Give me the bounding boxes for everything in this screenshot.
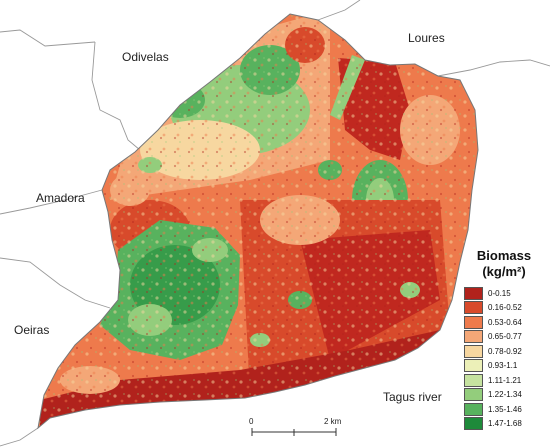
- legend-class-label: 0-0.15: [488, 288, 511, 298]
- legend-class-row: 0.93-1.1: [464, 359, 544, 374]
- legend-class-label: 0.16-0.52: [488, 303, 522, 313]
- legend-class-label: 0.65-0.77: [488, 332, 522, 342]
- legend-class-label: 0.53-0.64: [488, 317, 522, 327]
- label-amadora: Amadora: [36, 191, 85, 205]
- legend-class-row: 0-0.15: [464, 286, 544, 301]
- legend-class-label: 1.11-1.21: [488, 375, 522, 385]
- scale-label-end: 2 km: [324, 417, 342, 426]
- legend-class-label: 0.93-1.1: [488, 361, 518, 371]
- legend-class-label: 0.78-0.92: [488, 346, 522, 356]
- legend-class-row: 0.16-0.52: [464, 301, 544, 316]
- scale-label-start: 0: [249, 417, 254, 426]
- label-tagus-river: Tagus river: [383, 390, 442, 404]
- biomass-legend: Biomass (kg/m²) 0-0.15 0.16-0.52 0.53-0.64…: [464, 248, 544, 431]
- legend-color-swatch: [464, 344, 483, 358]
- label-oeiras: Oeiras: [14, 323, 50, 337]
- legend-color-swatch: [464, 359, 483, 373]
- scale-bar: 0 2 km: [246, 417, 346, 442]
- scale-bar-graphic: [251, 428, 337, 436]
- legend-class-row: 1.22-1.34: [464, 388, 544, 403]
- legend-class-row: 1.47-1.68: [464, 417, 544, 432]
- legend-color-swatch: [464, 388, 483, 402]
- legend-class-row: 1.35-1.46: [464, 402, 544, 417]
- legend-color-swatch: [464, 315, 483, 329]
- legend-class-label: 1.35-1.46: [488, 404, 522, 414]
- legend-unit: (kg/m²): [482, 264, 526, 279]
- legend-color-swatch: [464, 402, 483, 416]
- legend-color-swatch: [464, 417, 483, 431]
- legend-color-swatch: [464, 373, 483, 387]
- legend-class-row: 0.78-0.92: [464, 344, 544, 359]
- legend-color-swatch: [464, 330, 483, 344]
- legend-class-list: 0-0.15 0.16-0.52 0.53-0.64 0.65-0.77 0.78-0.…: [464, 286, 544, 431]
- legend-class-row: 0.65-0.77: [464, 330, 544, 345]
- label-loures: Loures: [408, 31, 445, 45]
- legend-class-row: 0.53-0.64: [464, 315, 544, 330]
- label-odivelas: Odivelas: [122, 50, 169, 64]
- legend-color-swatch: [464, 286, 483, 300]
- legend-color-swatch: [464, 301, 483, 315]
- legend-title: Biomass: [476, 248, 532, 263]
- legend-class-label: 1.47-1.68: [488, 419, 522, 429]
- legend-class-label: 1.22-1.34: [488, 390, 522, 400]
- legend-class-row: 1.11-1.21: [464, 373, 544, 388]
